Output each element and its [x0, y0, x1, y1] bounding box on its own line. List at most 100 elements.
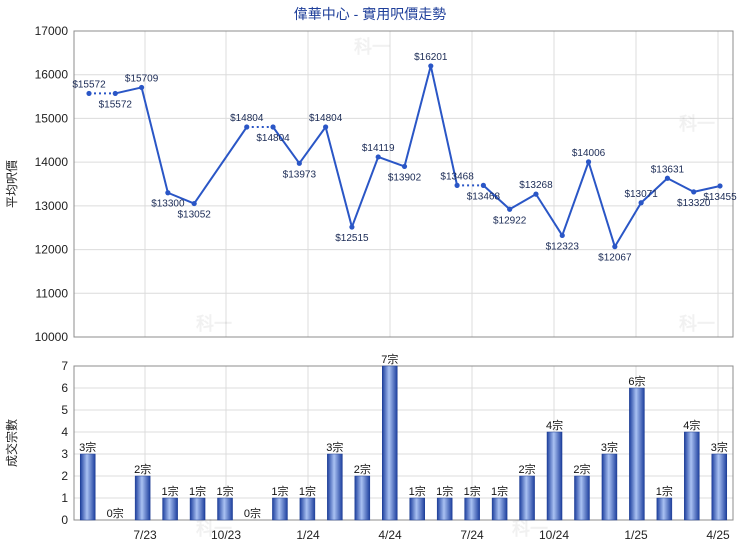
volume-data-label: 3宗	[326, 440, 343, 454]
price-data-label: $14804	[256, 133, 290, 144]
price-point	[165, 190, 171, 196]
watermark-text: 科一	[512, 518, 548, 539]
volume-bar	[464, 497, 480, 521]
price-data-label: $13455	[703, 192, 737, 203]
watermark-text: 科一	[196, 518, 232, 539]
volume-bar	[189, 497, 206, 521]
volume-data-label: 1宗	[436, 484, 453, 498]
volume-bar	[382, 365, 398, 521]
volume-data-label: 2宗	[519, 462, 536, 476]
volume-y-tick-label: 5	[61, 403, 68, 417]
volume-data-label: 1宗	[299, 484, 316, 498]
price-line-segment	[403, 65, 432, 167]
price-point	[507, 206, 513, 212]
price-line-segment	[613, 202, 642, 248]
price-data-label: $14006	[572, 148, 606, 159]
volume-bar	[299, 497, 316, 521]
volume-data-label: 2宗	[354, 462, 371, 476]
volume-y-tick-label: 6	[61, 381, 68, 395]
x-tick-label: 1/24	[296, 528, 320, 542]
x-tick-label: 7/24	[460, 528, 484, 542]
volume-bar	[519, 475, 535, 521]
volume-y-axis-label: 成交宗數	[4, 419, 19, 467]
price-data-label: $13902	[388, 172, 422, 183]
x-tick-label: 7/23	[133, 528, 157, 542]
volume-y-tick-label: 7	[61, 359, 68, 373]
price-line-segment	[666, 177, 695, 193]
price-data-label: $15709	[125, 73, 159, 84]
volume-y-tick-label: 1	[61, 491, 68, 505]
price-point	[112, 90, 118, 97]
price-data-label: $16201	[414, 52, 448, 63]
price-point	[375, 154, 381, 160]
price-y-tick-label: 12000	[35, 243, 69, 257]
watermark-text: 科一	[679, 113, 715, 134]
price-point	[428, 63, 434, 69]
volume-bar	[629, 387, 645, 521]
x-tick-label: 4/25	[706, 528, 730, 542]
volume-data-label: 7宗	[381, 352, 398, 366]
volume-data-label: 1宗	[409, 484, 426, 498]
watermark-text: 科一	[679, 313, 715, 334]
price-line-segment	[535, 193, 564, 236]
volume-bar	[436, 497, 453, 521]
volume-bar	[134, 475, 151, 521]
price-line-segment	[350, 156, 380, 228]
price-y-tick-label: 16000	[35, 68, 69, 82]
volume-bar	[217, 497, 233, 521]
price-data-label: $15572	[99, 99, 133, 110]
price-panel: 10000 11000 12000 13000 14000 15000 16000 17000…	[5, 24, 737, 344]
volume-bar	[684, 431, 700, 521]
price-line-segment	[115, 86, 142, 95]
volume-data-label: 1宗	[189, 484, 206, 498]
volume-data-label: 4宗	[683, 418, 700, 432]
price-data-label: $13268	[519, 180, 553, 191]
volume-bar	[491, 497, 508, 521]
volume-bar	[656, 497, 673, 521]
watermark-text: 科一	[354, 36, 390, 57]
price-line-segment	[429, 65, 459, 186]
price-data-label: $14119	[362, 143, 395, 154]
volume-bar	[272, 497, 288, 521]
price-data-label: $13052	[177, 210, 211, 221]
volume-data-label: 1宗	[656, 484, 673, 498]
price-data-label: $13320	[677, 198, 711, 209]
price-line-segment	[324, 126, 353, 228]
volume-y-tick-label: 2	[61, 469, 68, 483]
price-data-label: $13631	[651, 164, 685, 175]
x-tick-label: 1/25	[624, 528, 648, 542]
volume-data-label: 1宗	[491, 484, 508, 498]
volume-bar	[546, 431, 563, 521]
price-data-label: $15572	[72, 79, 106, 90]
price-line-segment	[272, 126, 301, 164]
price-y-axis-label: 平均呎價	[5, 160, 19, 208]
price-point	[585, 159, 592, 165]
price-point	[717, 183, 723, 189]
volume-data-label: 3宗	[601, 440, 618, 454]
price-point	[270, 124, 276, 130]
price-point	[244, 124, 250, 130]
volume-data-label: 3宗	[711, 440, 728, 454]
price-line-segment	[509, 193, 537, 211]
chart-title: 偉華中心 - 實用呎價走勢	[294, 6, 446, 22]
price-data-label: $13468	[440, 171, 474, 182]
volume-plot-frame	[73, 365, 734, 521]
price-point	[638, 200, 644, 206]
price-point	[454, 182, 460, 188]
volume-data-label: 0宗	[107, 506, 124, 520]
volume-data-label: 0宗	[244, 506, 261, 520]
x-tick-label: 10/23	[211, 528, 241, 542]
price-line-segment	[640, 177, 669, 204]
price-line-segment	[377, 156, 405, 168]
price-point	[138, 84, 145, 91]
price-y-tick-label: 13000	[35, 199, 69, 213]
volume-y-tick-label: 3	[61, 447, 68, 461]
volume-data-label: 1宗	[271, 484, 288, 498]
volume-bar	[409, 497, 425, 521]
volume-bar	[327, 453, 343, 521]
price-point	[86, 90, 92, 97]
price-point	[349, 224, 355, 230]
price-data-label: $12515	[335, 233, 369, 244]
